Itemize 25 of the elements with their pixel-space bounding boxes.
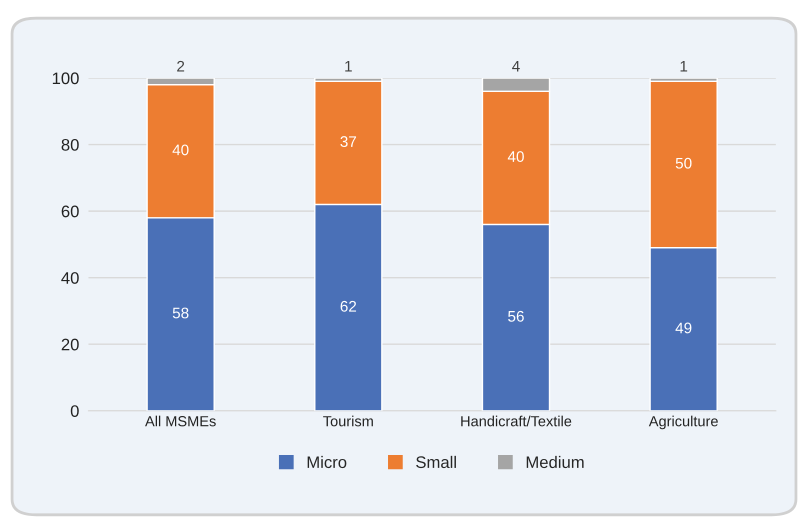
y-tick-label: 100 xyxy=(52,72,79,84)
x-tick-label: Tourism xyxy=(323,416,373,426)
y-tick-label: 0 xyxy=(70,405,79,418)
data-label: 40 xyxy=(172,144,189,156)
data-label: 1 xyxy=(345,60,352,72)
legend-label: Medium xyxy=(526,456,584,468)
data-label: 40 xyxy=(508,151,524,162)
y-tick-label: 80 xyxy=(62,138,79,151)
data-label: 50 xyxy=(676,158,692,169)
x-tick-label: All MSMEs xyxy=(145,416,216,426)
x-tick-label: Agriculture xyxy=(648,416,718,430)
y-tick-label: 20 xyxy=(62,338,79,350)
legend-label: Small xyxy=(416,456,456,468)
data-label: 4 xyxy=(512,60,520,72)
data-label: 62 xyxy=(340,300,356,312)
y-tick-label: 60 xyxy=(62,206,79,218)
data-label: 49 xyxy=(676,322,692,334)
data-label: 1 xyxy=(680,60,688,72)
legend-label: Micro xyxy=(308,456,346,468)
data-label: 2 xyxy=(177,60,184,72)
y-tick-label: 40 xyxy=(61,272,79,284)
data-label: 37 xyxy=(340,136,356,147)
x-tick-label: Handicraft/Textile xyxy=(461,416,572,426)
data-label: 58 xyxy=(172,308,188,318)
data-label: 56 xyxy=(508,310,524,322)
